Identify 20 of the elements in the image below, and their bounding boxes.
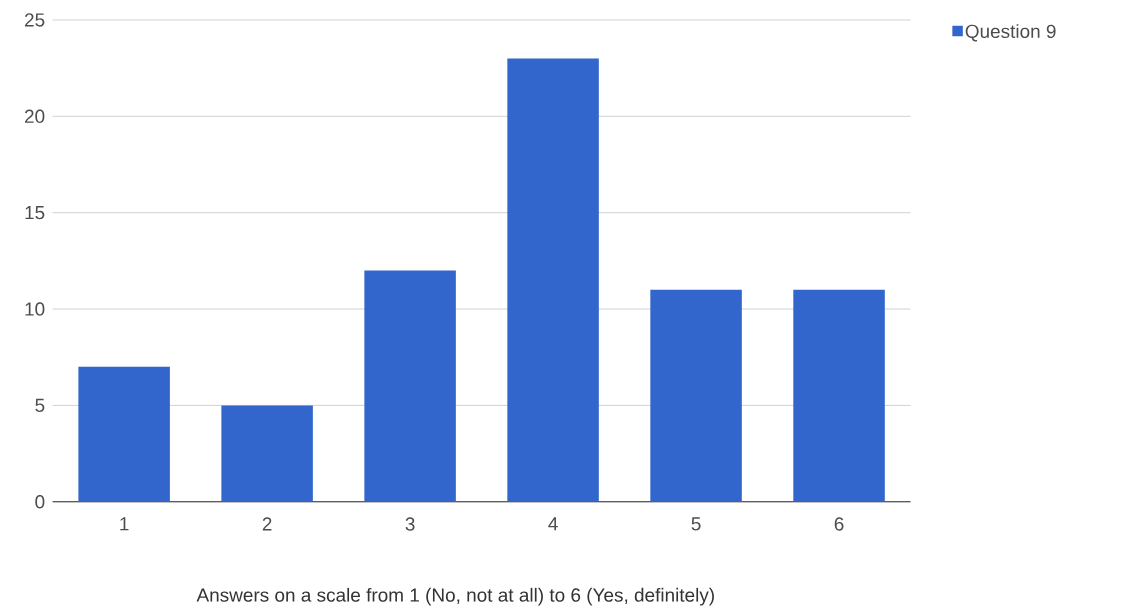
bar [78, 367, 170, 503]
y-tick-label: 10 [25, 302, 45, 316]
x-tick-label: 2 [262, 517, 272, 531]
bar [221, 405, 313, 503]
bar [364, 270, 456, 503]
y-tick-label: 15 [25, 206, 45, 220]
y-tick-label: 20 [25, 109, 45, 124]
y-tick-label: 0 [35, 495, 45, 509]
x-tick-label: 3 [405, 517, 415, 531]
x-axis-title: Answers on a scale from 1 (No, not at all) to 6 (Yes, definitely) [196, 588, 714, 606]
bar [507, 58, 599, 503]
x-tick-label: 1 [120, 517, 129, 531]
legend-label: Question 9 [965, 24, 1056, 42]
y-tick-label: 5 [35, 399, 45, 413]
x-tick-label: 6 [834, 517, 844, 531]
x-tick-label: 4 [548, 517, 558, 531]
x-tick-label: 5 [691, 517, 701, 531]
y-tick-label: 25 [25, 13, 45, 27]
bar [650, 290, 742, 503]
bar [793, 290, 885, 503]
